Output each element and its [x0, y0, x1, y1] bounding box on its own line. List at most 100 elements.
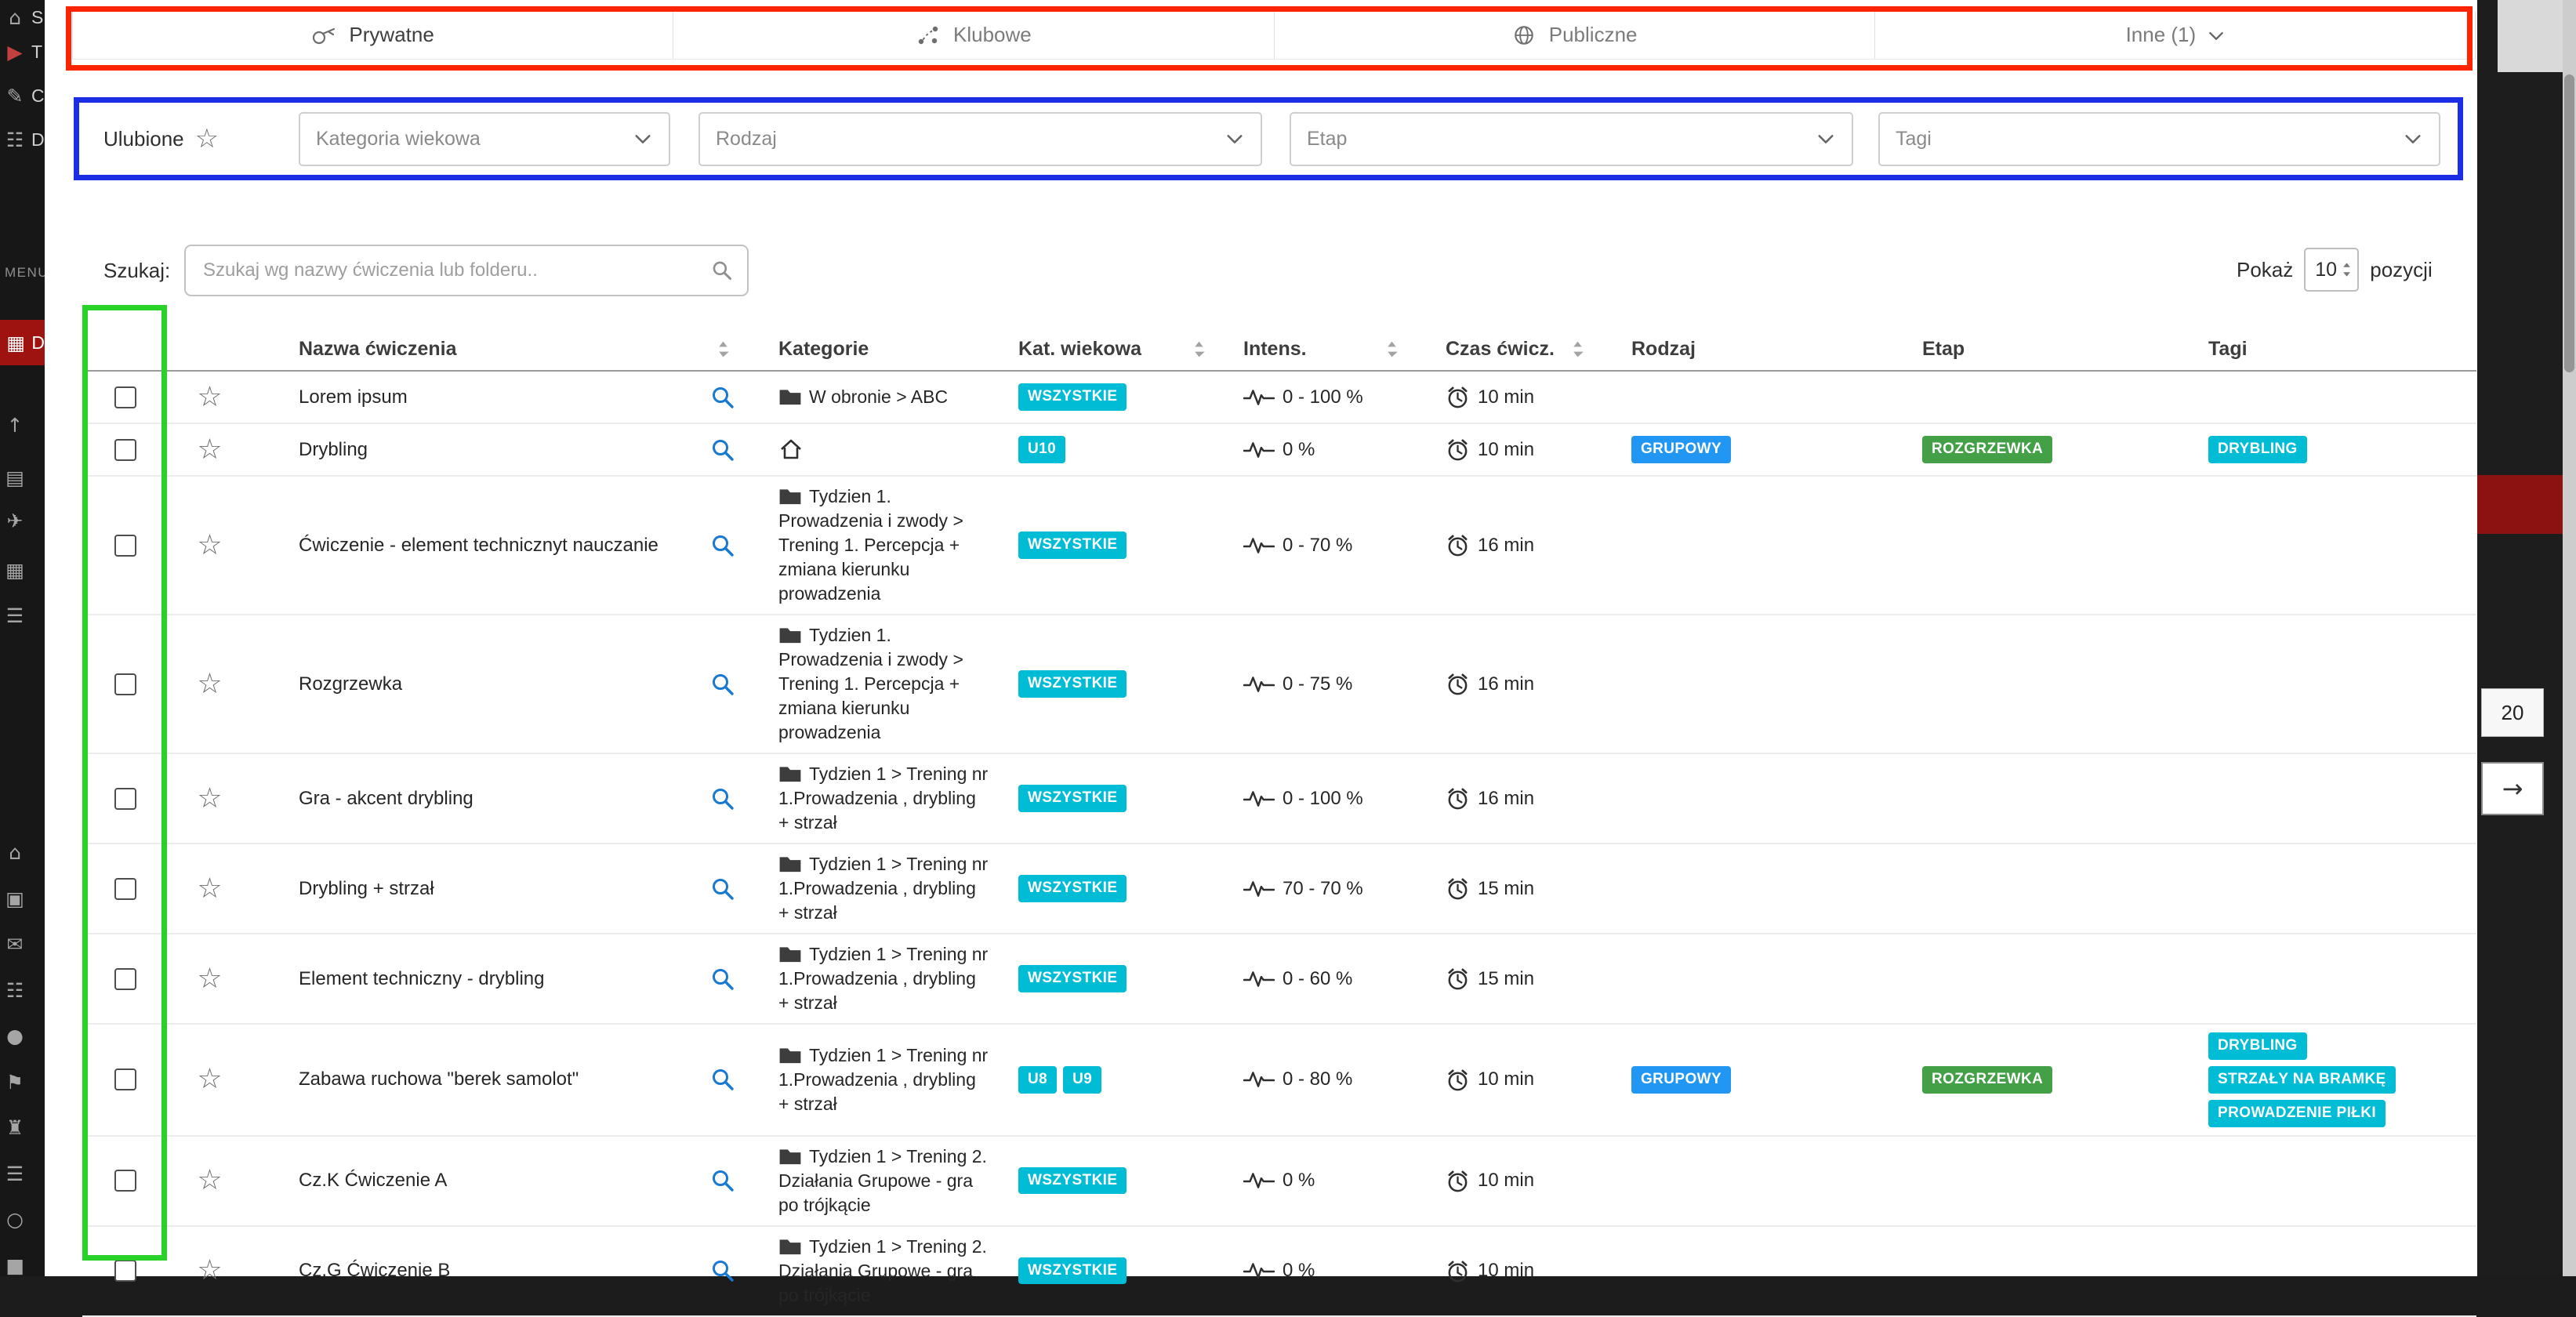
age-badges: WSZYSTKIE — [1009, 670, 1228, 698]
preview-magnifier-icon[interactable] — [710, 437, 735, 463]
intensity-value: 0 - 80 % — [1283, 1068, 1352, 1090]
row-checkbox[interactable] — [114, 1170, 136, 1192]
age-badges: WSZYSTKIE — [1009, 1167, 1228, 1195]
table-body: ☆Lorem ipsumW obronie > ABCWSZYSTKIE0 - … — [82, 372, 2476, 1317]
sidebar-item-label: T — [31, 42, 42, 63]
clock-icon — [1446, 786, 1470, 811]
sidebar-icon[interactable]: ▤ — [5, 466, 25, 489]
row-checkbox[interactable] — [114, 788, 136, 810]
time-cell: 15 min — [1431, 876, 1611, 901]
age-badge: WSZYSTKIE — [1018, 1257, 1127, 1285]
preview-magnifier-icon[interactable] — [710, 533, 735, 558]
category-path: Tydzien 1. Prowadzenia i zwody > Trening… — [778, 623, 990, 745]
header-intensity[interactable]: Intens. — [1228, 338, 1431, 361]
intensity-value: 0 - 60 % — [1283, 968, 1352, 990]
time-value: 16 min — [1478, 535, 1534, 557]
favorite-star-icon[interactable]: ☆ — [197, 383, 222, 412]
sidebar-icon[interactable]: ☷ — [5, 979, 25, 1002]
next-arrow-button[interactable]: → — [2481, 762, 2544, 815]
age-badge: U10 — [1018, 436, 1065, 463]
sidebar-icon[interactable]: ☰ — [5, 1163, 25, 1185]
sidebar-icon[interactable]: ↑ — [5, 414, 25, 437]
favorite-star-icon[interactable]: ☆ — [197, 532, 222, 560]
search-input[interactable] — [203, 259, 711, 281]
header-name-sort[interactable] — [672, 340, 774, 358]
preview-magnifier-icon[interactable] — [710, 786, 735, 811]
sidebar-icon[interactable]: ♜ — [5, 1116, 25, 1139]
age-badge: WSZYSTKIE — [1018, 1167, 1127, 1195]
filter-dropdown-tagi[interactable]: Tagi — [1878, 112, 2440, 166]
favorite-star-icon[interactable]: ☆ — [197, 1257, 222, 1285]
scrollbar-thumb[interactable] — [2564, 74, 2574, 372]
sidebar-icon[interactable]: ○ — [5, 1208, 25, 1231]
sidebar-icon[interactable]: ✉ — [5, 933, 25, 956]
preview-magnifier-icon[interactable] — [710, 967, 735, 992]
sidebar-icon-glyph: ☰ — [5, 604, 25, 627]
table-row: ☆RozgrzewkaTydzien 1. Prowadzenia i zwod… — [82, 615, 2476, 754]
row-checkbox[interactable] — [114, 1260, 136, 1282]
sidebar-icon[interactable]: ● — [5, 1025, 25, 1047]
preview-magnifier-icon[interactable] — [710, 1067, 735, 1092]
tab-inne-1[interactable]: Inne (1) — [1875, 11, 2476, 59]
tab-klubowe[interactable]: Klubowe — [673, 11, 1274, 59]
header-categories: Kategorie — [774, 338, 1009, 361]
type-badge: GRUPOWY — [1631, 1066, 1731, 1094]
header-age[interactable]: Kat. wiekowa — [1009, 338, 1228, 361]
table-row: ☆Cz.G Ćwiczenie BTydzien 1 > Trening 2. … — [82, 1227, 2476, 1317]
sidebar-icon[interactable]: ⚑ — [5, 1071, 25, 1094]
category-path: W obronie > ABC — [778, 385, 948, 409]
favorite-star-icon[interactable]: ☆ — [197, 436, 222, 464]
filter-dropdown-rodzaj[interactable]: Rodzaj — [698, 112, 1262, 166]
row-checkbox[interactable] — [114, 439, 136, 461]
sidebar-icon[interactable]: ⌂ — [5, 841, 25, 864]
row-checkbox[interactable] — [114, 386, 136, 408]
sidebar-icon[interactable]: ✈ — [5, 510, 25, 532]
row-checkbox[interactable] — [114, 968, 136, 990]
sidebar-icon-glyph: ✉ — [5, 933, 25, 956]
sidebar-item-label: S — [31, 7, 43, 28]
favorite-star-icon[interactable]: ☆ — [197, 785, 222, 813]
filter-dropdown-kategoria-wiekowa[interactable]: Kategoria wiekowa — [299, 112, 670, 166]
sidebar-item[interactable]: ☷D — [5, 129, 45, 151]
favorite-star-icon[interactable]: ☆ — [197, 670, 222, 698]
favorite-star-icon[interactable]: ☆ — [197, 1166, 222, 1195]
search-icon — [711, 259, 733, 281]
scrollbar[interactable] — [2563, 0, 2576, 1276]
age-badges: U8U9 — [1009, 1066, 1228, 1094]
preview-magnifier-icon[interactable] — [710, 1168, 735, 1193]
favorite-star-icon[interactable]: ☆ — [197, 965, 222, 993]
row-checkbox[interactable] — [114, 673, 136, 695]
favorite-star-icon[interactable]: ☆ — [197, 1065, 222, 1094]
row-checkbox[interactable] — [114, 1068, 136, 1090]
stage-badge: ROZGRZEWKA — [1922, 436, 2052, 463]
chevron-down-icon — [2404, 134, 2422, 144]
sidebar-icon[interactable]: ■ — [5, 1254, 25, 1276]
preview-magnifier-icon[interactable] — [710, 672, 735, 697]
sidebar-item-active[interactable]: ▦D — [0, 320, 45, 365]
sidebar-item[interactable]: ⌂S — [5, 6, 43, 29]
category-path: Tydzien 1 > Trening nr 1.Prowadzenia , d… — [778, 942, 990, 1015]
sidebar-item[interactable]: ▶T — [5, 41, 42, 63]
star-icon[interactable]: ☆ — [195, 125, 219, 152]
favorites-filter[interactable]: Ulubione ☆ — [103, 125, 219, 152]
sidebar-icon[interactable]: ▣ — [5, 887, 25, 910]
row-checkbox[interactable] — [114, 878, 136, 900]
items-label: pozycji — [2370, 258, 2432, 282]
page-size-input[interactable]: 10 — [2304, 248, 2359, 292]
clock-icon — [1446, 437, 1470, 462]
preview-magnifier-icon[interactable] — [710, 876, 735, 902]
sidebar-item[interactable]: ✎C — [5, 85, 45, 107]
header-time[interactable]: Czas ćwicz. — [1431, 338, 1611, 361]
preview-magnifier-icon[interactable] — [710, 1258, 735, 1283]
sidebar-icon[interactable]: ▦ — [5, 559, 25, 582]
preview-magnifier-icon[interactable] — [710, 385, 735, 410]
tab-prywatne[interactable]: Prywatne — [72, 11, 673, 59]
filter-dropdown-etap[interactable]: Etap — [1290, 112, 1853, 166]
favorite-star-icon[interactable]: ☆ — [197, 875, 222, 903]
row-checkbox[interactable] — [114, 535, 136, 557]
tab-publiczne[interactable]: Publiczne — [1275, 11, 1875, 59]
spinner-icon[interactable] — [2342, 261, 2352, 278]
sidebar-icon[interactable]: ☰ — [5, 604, 25, 627]
header-name[interactable]: Nazwa ćwiczenia — [251, 338, 672, 361]
age-badges: WSZYSTKIE — [1009, 965, 1228, 992]
